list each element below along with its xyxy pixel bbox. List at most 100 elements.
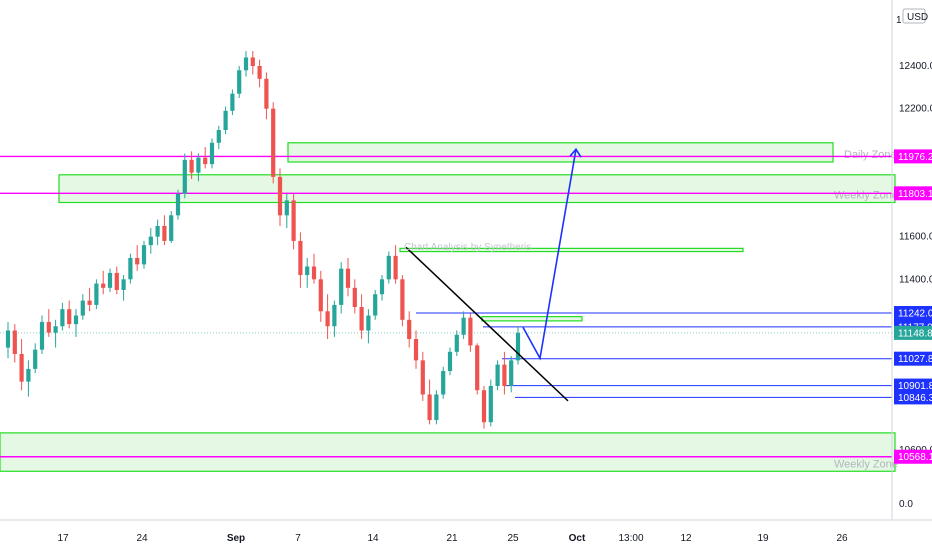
candle[interactable] [488,379,493,427]
candle[interactable] [325,294,330,340]
price-tag-box [894,306,932,321]
candle[interactable] [128,253,133,284]
candle-body [461,317,466,335]
candle[interactable] [243,51,249,77]
candle[interactable] [461,311,466,340]
candle[interactable] [250,51,255,75]
candle[interactable] [141,240,147,269]
price-tag-label: 11027.8 [898,354,932,365]
candle[interactable] [169,211,174,244]
price-tag[interactable]: 10901.8 [894,378,932,393]
candle[interactable] [257,59,262,88]
candle[interactable] [359,294,364,340]
price-tag-label: 11976.2 [898,152,932,163]
candle[interactable] [447,347,453,376]
candle[interactable] [495,360,500,391]
currency-label: USD [907,12,928,23]
candle[interactable] [386,251,391,284]
candle[interactable] [73,309,79,337]
candle[interactable] [400,275,405,327]
candle[interactable] [107,268,113,293]
candle[interactable] [101,270,106,295]
candle[interactable] [339,262,344,314]
candle[interactable] [182,153,187,199]
candle[interactable] [366,309,371,344]
candle[interactable] [87,287,92,312]
candle[interactable] [434,390,439,425]
candle[interactable] [237,66,242,98]
candle[interactable] [305,257,310,288]
trendline[interactable] [405,246,569,402]
candle[interactable] [230,89,235,116]
candle[interactable] [441,366,446,399]
candle[interactable] [515,326,521,365]
candle[interactable] [46,309,51,337]
candle[interactable] [175,189,181,220]
candle[interactable] [223,106,228,135]
candle[interactable] [155,219,160,246]
candle[interactable] [345,257,351,297]
candle[interactable] [277,168,283,226]
candle[interactable] [162,215,167,246]
candle[interactable] [502,351,507,395]
candle[interactable] [203,147,208,169]
candle[interactable] [26,360,31,397]
candle[interactable] [413,330,419,369]
price-tag[interactable]: 11803.1 [894,186,932,201]
candle[interactable] [209,138,215,169]
candle[interactable] [216,125,221,150]
candle[interactable] [284,193,289,229]
price-tag[interactable]: 11242.0 [894,306,932,321]
price-tag[interactable]: 11148.8 [894,325,932,340]
candle[interactable] [12,324,17,363]
candle[interactable] [509,356,514,393]
resistance-box[interactable] [399,247,744,253]
candle[interactable] [94,279,99,310]
currency-badge[interactable]: USD [902,8,928,24]
candle[interactable] [264,72,269,120]
candle[interactable] [135,245,140,271]
candle[interactable] [318,270,323,322]
candle[interactable] [39,315,45,354]
candle[interactable] [475,343,480,395]
candle[interactable] [468,313,473,352]
y-axis-tick-label: 12400.0 [899,61,932,72]
candle[interactable] [189,151,194,180]
candle[interactable] [271,102,276,184]
resistance-box[interactable] [481,316,583,322]
candle[interactable] [393,245,398,284]
candle[interactable] [60,302,65,331]
price-tag[interactable]: 10568.1 [894,449,932,464]
candle[interactable] [298,232,303,288]
candle[interactable] [80,294,85,320]
candle[interactable] [33,343,38,374]
candle[interactable] [148,228,153,254]
candle[interactable] [379,275,385,301]
candle[interactable] [454,330,459,357]
price-tag[interactable]: 10846.3 [894,390,932,405]
candle[interactable] [373,289,378,320]
zone-box[interactable] [0,432,896,472]
candle[interactable] [332,300,337,337]
price-tag[interactable]: 11027.8 [894,351,932,366]
candle[interactable] [196,153,201,182]
candle[interactable] [407,311,412,348]
candle[interactable] [311,253,317,284]
candle[interactable] [5,321,11,359]
zone-box[interactable] [287,142,834,163]
price-tag-label: 11148.8 [898,328,932,339]
price-tag[interactable]: 11976.2 [894,149,932,164]
candle[interactable] [121,275,126,301]
candle[interactable] [291,193,296,250]
candle[interactable] [53,319,58,348]
candle[interactable] [420,351,425,401]
candle[interactable] [114,266,119,295]
candle[interactable] [427,379,432,425]
candle[interactable] [67,300,72,329]
candle[interactable] [481,385,487,429]
projection-arrow-path[interactable] [522,149,577,361]
candle[interactable] [352,279,357,314]
candle[interactable] [19,339,24,391]
